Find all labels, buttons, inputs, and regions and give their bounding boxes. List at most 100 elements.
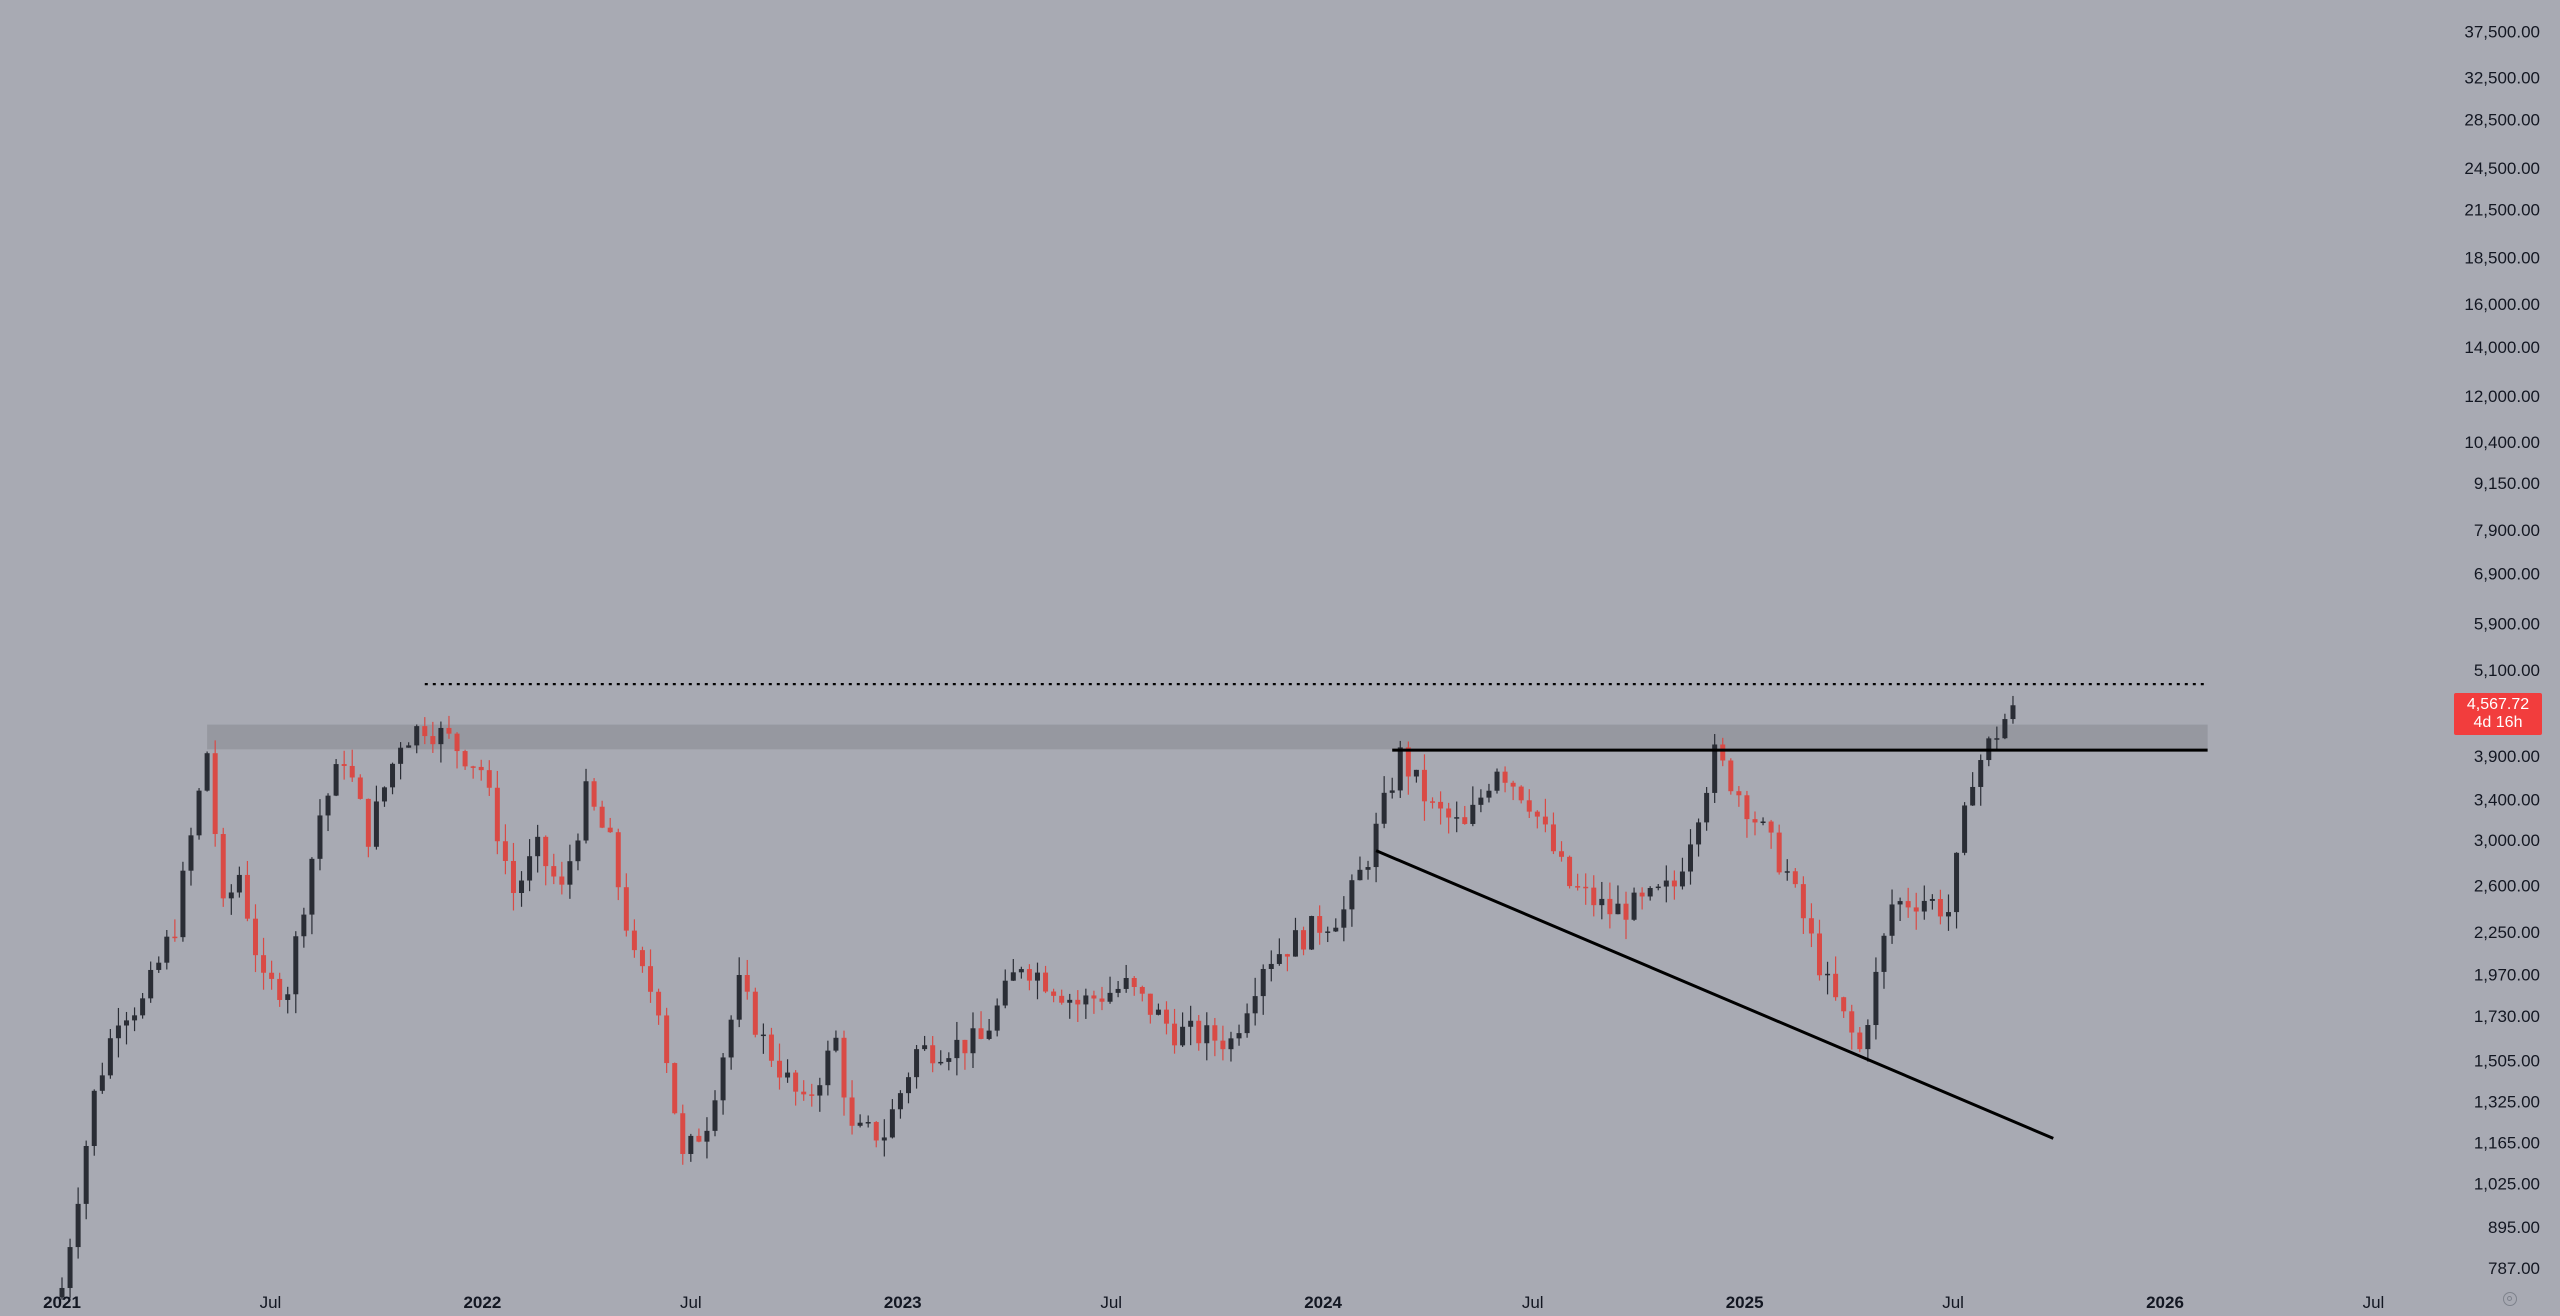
candle-body: [1663, 880, 1669, 887]
time-tick-year: 2025: [1726, 1293, 1764, 1312]
candle-body: [1317, 916, 1323, 933]
candle-body: [1736, 791, 1742, 796]
candle-body: [1034, 972, 1040, 981]
price-tick-label: 9,150.00: [2474, 474, 2540, 493]
candle-body: [1671, 880, 1677, 887]
candle-body: [728, 1019, 734, 1058]
candle-body: [1591, 887, 1597, 906]
price-tick-label: 7,900.00: [2474, 521, 2540, 540]
candle-body: [1962, 805, 1968, 853]
candle-body: [1341, 909, 1347, 928]
candle-body: [1010, 972, 1016, 981]
candle-body: [1784, 871, 1790, 873]
candle-body: [712, 1100, 718, 1131]
candle-body: [1615, 903, 1621, 915]
candle-body: [1091, 995, 1097, 999]
candle-body: [252, 918, 258, 956]
candle-body: [785, 1072, 791, 1078]
candle-body: [1212, 1025, 1218, 1041]
price-tick-label: 5,100.00: [2474, 661, 2540, 680]
candle-body: [986, 1030, 992, 1039]
price-tick-label: 2,600.00: [2474, 877, 2540, 896]
candle-body: [164, 936, 170, 963]
price-tick-label: 1,325.00: [2474, 1092, 2540, 1111]
candle-body: [1067, 999, 1073, 1003]
candle-body: [591, 781, 597, 807]
candle-body: [1252, 996, 1258, 1014]
time-axis[interactable]: 2021 Jul 2022 Jul 2023 Jul 2024 Jul 2025 Jul 2026 J…: [43, 1293, 2384, 1312]
candle-body: [2002, 719, 2008, 739]
price-axis[interactable]: 37,500.00 32,500.00 28,500.00 24,500.00 21,5…: [2464, 23, 2540, 1278]
candle-body: [341, 764, 347, 766]
time-tick-year: 2023: [884, 1293, 922, 1312]
candle-body: [478, 766, 484, 771]
candle-body: [1115, 988, 1121, 993]
candle-body: [357, 777, 363, 799]
candle-body: [349, 765, 355, 778]
candle-body: [1438, 801, 1444, 809]
candle-body: [486, 770, 492, 788]
candle-body: [1679, 871, 1685, 887]
candle-body: [1220, 1040, 1226, 1050]
candle-body: [841, 1037, 847, 1098]
candle-body: [462, 751, 468, 767]
candle-body: [559, 876, 565, 885]
candle-body: [75, 1203, 81, 1248]
candle-body: [293, 936, 299, 995]
candle-body: [897, 1093, 903, 1110]
candle-body: [196, 790, 202, 836]
candle-body: [1018, 969, 1024, 973]
candle-body: [1276, 954, 1282, 964]
candle-body: [1478, 797, 1484, 805]
price-tick-label: 12,000.00: [2464, 387, 2540, 406]
candle-body: [83, 1145, 89, 1204]
candle-body: [543, 836, 549, 867]
candle-body: [1655, 886, 1661, 889]
candle-body: [1559, 851, 1565, 857]
candle-body: [1631, 892, 1637, 920]
candle-body: [1808, 918, 1814, 934]
candle-body: [1526, 800, 1532, 812]
candle-body: [954, 1039, 960, 1059]
candle-body: [140, 998, 146, 1016]
candle-body: [1260, 968, 1266, 997]
candle-body: [59, 1287, 65, 1298]
price-tick-label: 21,500.00: [2464, 201, 2540, 220]
candle-body: [1575, 886, 1581, 888]
candle-body: [825, 1050, 831, 1086]
candle-body: [1510, 782, 1516, 787]
candle-body: [148, 969, 154, 999]
candle-body: [575, 840, 581, 862]
candle-body: [1349, 880, 1355, 910]
price-tick-label: 3,000.00: [2474, 831, 2540, 850]
candle-body: [1881, 935, 1887, 972]
price-tick-label: 32,500.00: [2464, 68, 2540, 87]
candle-body: [1357, 869, 1363, 881]
chart-settings-icon[interactable]: [2503, 1292, 2517, 1306]
candle-body: [381, 787, 387, 802]
candle-body: [777, 1060, 783, 1078]
candle-body: [1397, 747, 1403, 791]
candle-body: [454, 733, 460, 752]
candle-body: [704, 1130, 710, 1142]
candle-body: [1059, 995, 1065, 1003]
candle-body: [107, 1038, 113, 1076]
candle-body: [1792, 871, 1798, 885]
candle-body: [494, 787, 500, 842]
candle-body: [1486, 790, 1492, 798]
price-tick-label: 16,000.00: [2464, 295, 2540, 314]
candle-body: [1954, 852, 1960, 913]
candle-body: [1413, 769, 1419, 777]
candle-body: [1825, 973, 1831, 976]
candle-body: [212, 753, 218, 835]
candle-body: [970, 1028, 976, 1054]
price-tick-label: 3,900.00: [2474, 747, 2540, 766]
candle-body: [1696, 822, 1702, 845]
candle-body: [1043, 972, 1049, 992]
candle-body: [1051, 991, 1057, 996]
candle-body: [1470, 804, 1476, 824]
candle-body: [502, 841, 508, 861]
candle-body: [809, 1094, 815, 1096]
